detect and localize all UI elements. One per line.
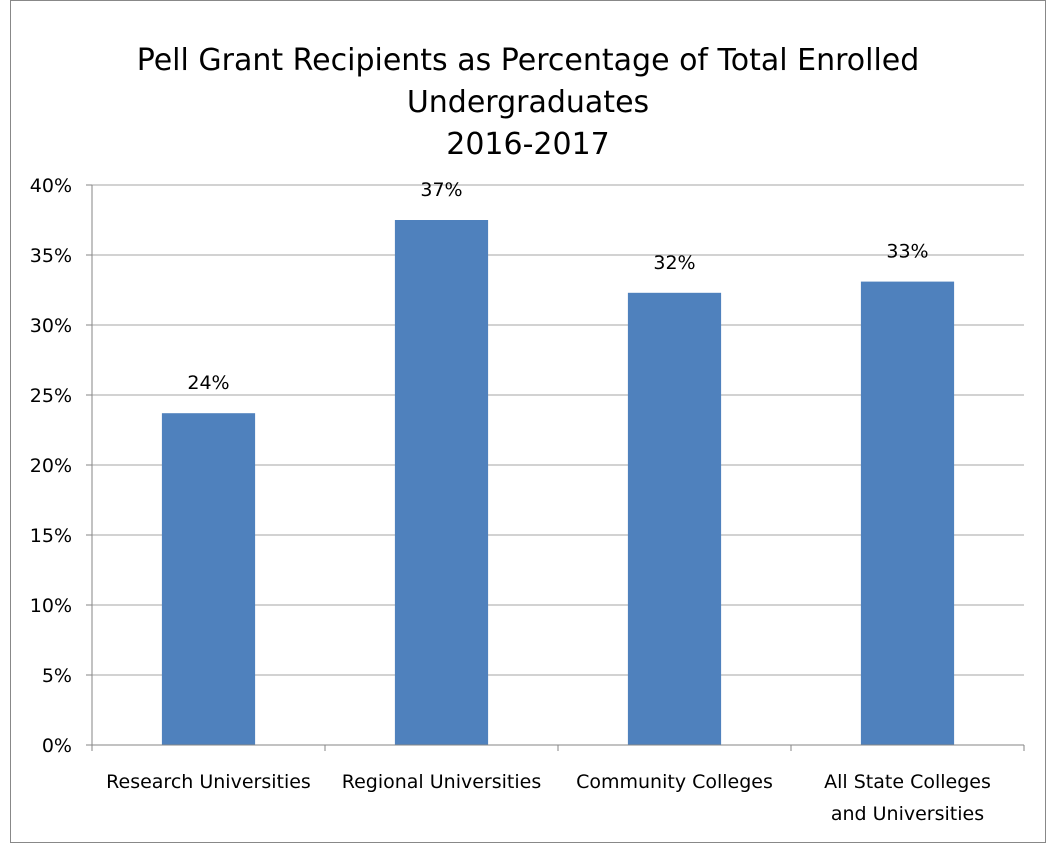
- y-tick-label: 20%: [30, 455, 72, 477]
- x-tick-label: All State Colleges and Universities: [824, 771, 991, 825]
- y-tick-label: 30%: [30, 315, 72, 337]
- data-label: 33%: [886, 241, 928, 263]
- x-tick-label-line: All State Colleges: [824, 771, 991, 793]
- bar: [860, 281, 955, 745]
- data-label: 24%: [187, 372, 229, 394]
- chart-title: Pell Grant Recipients as Percentage of T…: [10, 40, 1046, 166]
- y-tick-label: 40%: [30, 175, 72, 197]
- x-tick-label: Community Colleges: [576, 771, 773, 793]
- y-tick-label: 0%: [42, 735, 72, 757]
- x-tick-label: Research Universities: [106, 771, 311, 793]
- axes: [86, 184, 1025, 751]
- y-tick-label: 15%: [30, 525, 72, 547]
- bar: [161, 413, 256, 745]
- x-tick-label-line: Regional Universities: [342, 771, 541, 793]
- y-tick-label: 25%: [30, 385, 72, 407]
- bars: [161, 220, 955, 745]
- x-tick-label-line: Community Colleges: [576, 771, 773, 793]
- chart-title-line-1: Pell Grant Recipients as Percentage of T…: [136, 43, 920, 78]
- y-tick-label: 10%: [30, 595, 72, 617]
- data-label: 32%: [653, 252, 695, 274]
- x-tick-label-line: Research Universities: [106, 771, 311, 793]
- data-label: 37%: [420, 179, 462, 201]
- x-axis-tick-labels: Research Universities Regional Universiti…: [106, 771, 991, 825]
- bar: [394, 220, 489, 745]
- chart-title-line-2: Undergraduates: [406, 85, 650, 120]
- x-tick-label-line: and Universities: [831, 803, 984, 825]
- data-labels: 24% 37% 32% 33%: [187, 179, 928, 394]
- y-axis-tick-labels: 0% 5% 10% 15% 20% 25% 30% 35% 40%: [30, 175, 72, 757]
- chart-title-line-3: 2016-2017: [446, 127, 610, 162]
- y-tick-label: 5%: [42, 665, 72, 687]
- bar: [627, 292, 722, 745]
- y-tick-label: 35%: [30, 245, 72, 267]
- x-tick-label: Regional Universities: [342, 771, 541, 793]
